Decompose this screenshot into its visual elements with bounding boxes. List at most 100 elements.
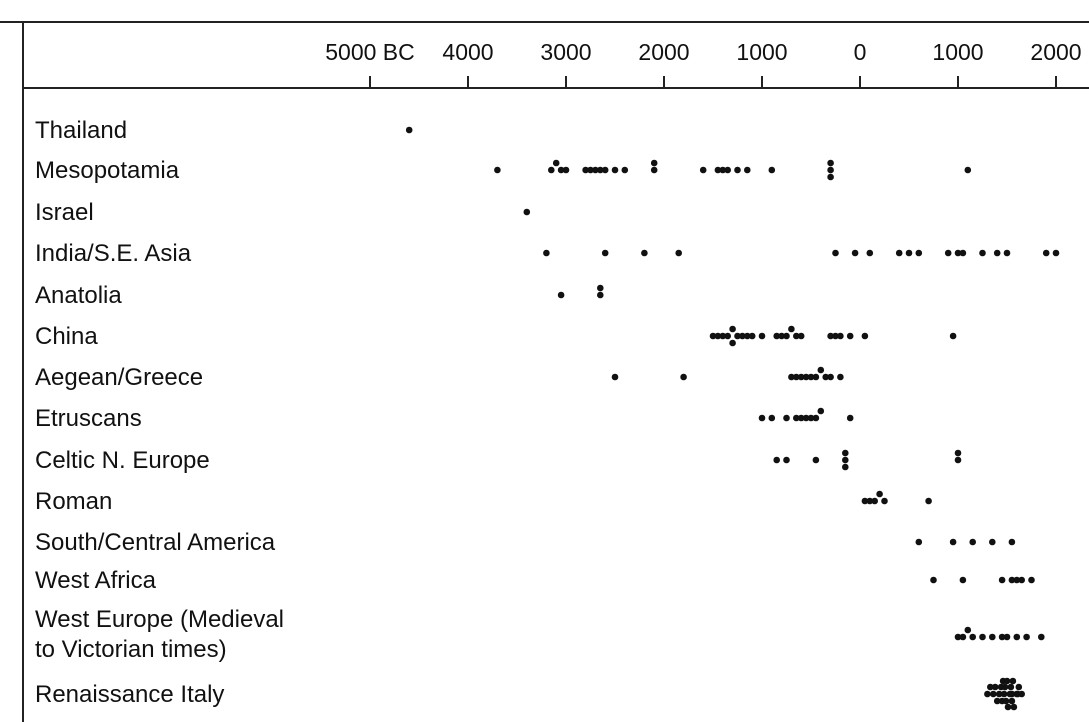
data-point — [788, 325, 795, 333]
region-label: West Africa — [35, 567, 157, 594]
data-point — [1003, 633, 1011, 641]
data-point — [1009, 677, 1017, 685]
data-point — [523, 208, 531, 216]
data-point — [954, 633, 962, 641]
data-point — [949, 538, 957, 546]
x-tick-label: 5000 BC — [325, 39, 415, 65]
data-point — [621, 166, 629, 174]
x-tick-label: 2000 — [1030, 39, 1081, 65]
data-point — [582, 166, 589, 174]
data-point — [1013, 576, 1021, 584]
data-point — [817, 407, 825, 415]
data-point — [783, 332, 790, 340]
data-point — [954, 449, 962, 457]
data-point — [793, 373, 800, 381]
region-label: Etruscans — [35, 405, 142, 432]
data-point — [993, 697, 1001, 705]
data-point — [748, 332, 756, 340]
data-point — [768, 166, 776, 174]
data-point — [494, 166, 501, 174]
x-tick-label: 1000 — [932, 39, 983, 65]
data-point — [807, 373, 815, 381]
data-point — [650, 159, 658, 167]
data-point — [812, 456, 820, 464]
data-point — [1042, 249, 1050, 257]
data-point — [778, 332, 785, 340]
data-point — [1013, 633, 1021, 641]
data-point — [802, 373, 810, 381]
data-point — [797, 373, 805, 381]
data-point — [1006, 690, 1014, 698]
data-point — [724, 332, 731, 340]
data-point — [592, 166, 599, 174]
data-point — [876, 490, 883, 498]
data-point — [641, 249, 648, 257]
data-point — [989, 633, 996, 641]
data-point — [861, 497, 869, 505]
data-point — [969, 538, 976, 546]
data-point — [714, 332, 722, 340]
data-point — [719, 166, 727, 174]
data-point — [1002, 697, 1010, 705]
data-point — [851, 249, 859, 257]
data-point — [783, 456, 790, 464]
data-point — [827, 373, 834, 381]
data-point — [979, 633, 986, 641]
region-labels: Thailand Mesopotamia Israel India/S.E. Asia… — [35, 117, 284, 708]
data-point — [944, 249, 952, 257]
data-point — [744, 166, 751, 174]
data-point — [1018, 690, 1025, 698]
data-point — [793, 414, 800, 422]
data-point — [1052, 249, 1060, 257]
x-tick-label: 4000 — [442, 39, 493, 65]
data-point — [827, 166, 834, 174]
data-point — [797, 414, 805, 422]
data-point — [954, 456, 962, 464]
data-point — [1018, 576, 1025, 584]
data-point — [925, 497, 932, 505]
data-point — [987, 683, 994, 691]
data-point — [1001, 683, 1009, 691]
data-point — [597, 284, 604, 292]
data-point — [719, 332, 727, 340]
data-point — [1028, 576, 1035, 584]
data-point — [788, 373, 795, 381]
data-points — [405, 126, 1060, 711]
x-tick-label: 2000 — [638, 39, 689, 65]
data-point — [964, 166, 972, 174]
data-point — [557, 291, 565, 299]
region-label: China — [35, 323, 98, 350]
data-point — [611, 373, 619, 381]
data-point — [699, 166, 707, 174]
region-label: Renaissance Italy — [35, 681, 224, 708]
data-point — [842, 456, 849, 464]
data-point — [1038, 633, 1045, 641]
data-point — [562, 166, 570, 174]
data-point — [842, 463, 849, 471]
data-point — [758, 414, 766, 422]
data-point — [895, 249, 903, 257]
data-point — [998, 576, 1006, 584]
data-point — [405, 126, 413, 134]
data-point — [1008, 697, 1016, 705]
data-point — [734, 332, 741, 340]
region-label: Thailand — [35, 117, 127, 144]
region-label: to Victorian times) — [35, 636, 227, 663]
data-point — [827, 332, 834, 340]
data-point — [587, 166, 594, 174]
data-point — [758, 332, 766, 340]
data-point — [1003, 249, 1011, 257]
data-point — [993, 249, 1001, 257]
data-point — [866, 249, 874, 257]
data-point — [812, 414, 820, 422]
data-point — [802, 414, 810, 422]
data-point — [557, 166, 565, 174]
data-point — [915, 538, 923, 546]
data-point — [768, 414, 776, 422]
data-point — [881, 497, 888, 505]
data-point — [744, 332, 751, 340]
data-point — [959, 633, 967, 641]
data-point — [739, 332, 746, 340]
data-point — [990, 690, 997, 698]
data-point — [714, 166, 722, 174]
